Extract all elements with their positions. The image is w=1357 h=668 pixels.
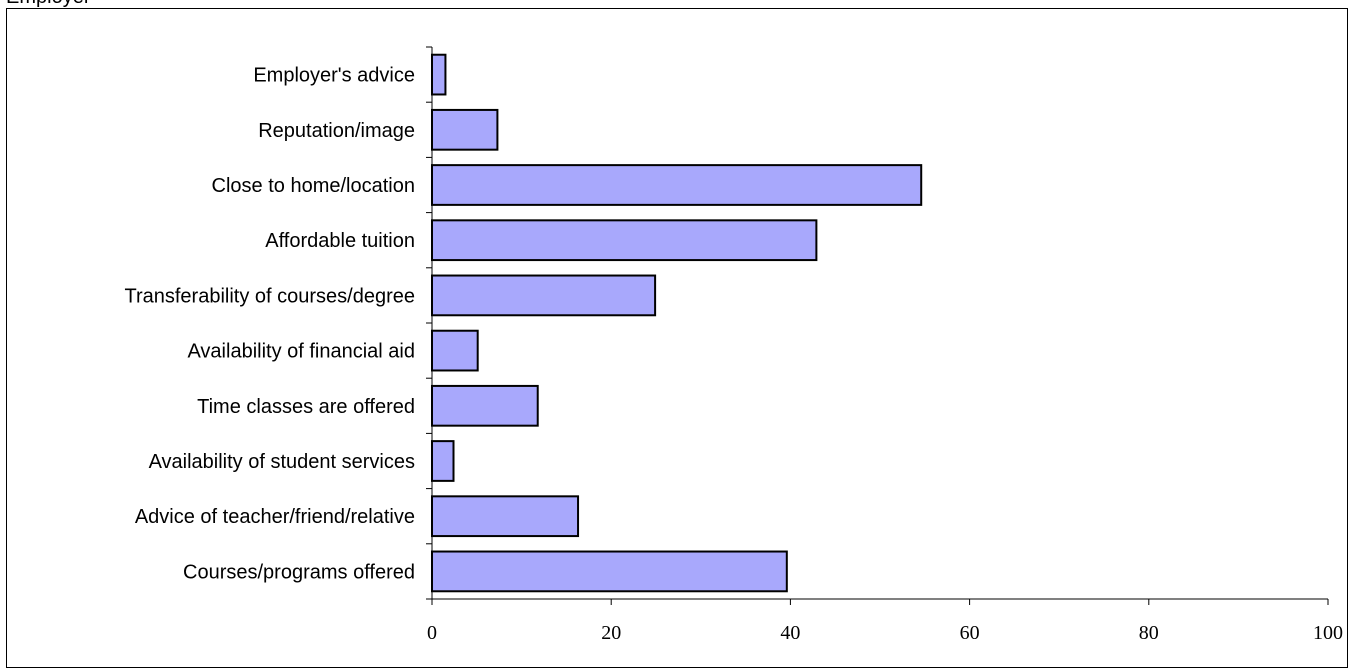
category-label: Time classes are offered bbox=[197, 396, 415, 418]
category-label: Employer's advice bbox=[253, 65, 415, 87]
bars-group bbox=[431, 53, 923, 593]
x-tick-label: 60 bbox=[960, 622, 980, 644]
bar bbox=[431, 495, 580, 538]
axes-group bbox=[426, 46, 1329, 605]
bar bbox=[431, 550, 788, 593]
bar bbox=[431, 164, 923, 206]
bar bbox=[431, 329, 479, 372]
bar bbox=[431, 108, 499, 151]
category-label: Reputation/image bbox=[258, 120, 415, 142]
tick-labels-group: 0 20 40 60 80 100 bbox=[427, 622, 1343, 644]
bar bbox=[431, 440, 455, 482]
category-label: Courses/programs offered bbox=[183, 561, 415, 583]
category-label: Advice of teacher/friend/relative bbox=[135, 506, 415, 528]
category-label: Availability of student services bbox=[149, 451, 415, 473]
x-tick-label: 20 bbox=[601, 622, 621, 644]
bar bbox=[431, 219, 818, 262]
x-tick-label: 0 bbox=[427, 622, 437, 644]
category-label: Affordable tuition bbox=[265, 230, 415, 252]
bar bbox=[431, 53, 447, 96]
category-label: Transferability of courses/degree bbox=[124, 285, 415, 307]
x-tick-label: 80 bbox=[1139, 622, 1159, 644]
category-label: Close to home/location bbox=[212, 175, 415, 197]
x-tick-label: 100 bbox=[1313, 622, 1343, 644]
bar bbox=[431, 274, 657, 317]
bar bbox=[431, 384, 539, 427]
category-label: Availability of financial aid bbox=[187, 341, 415, 363]
category-labels-group: Employer's advice Reputation/image Close t… bbox=[124, 65, 415, 584]
x-tick-label: 40 bbox=[780, 622, 800, 644]
clipped-header-text: Employer bbox=[6, 0, 91, 8]
